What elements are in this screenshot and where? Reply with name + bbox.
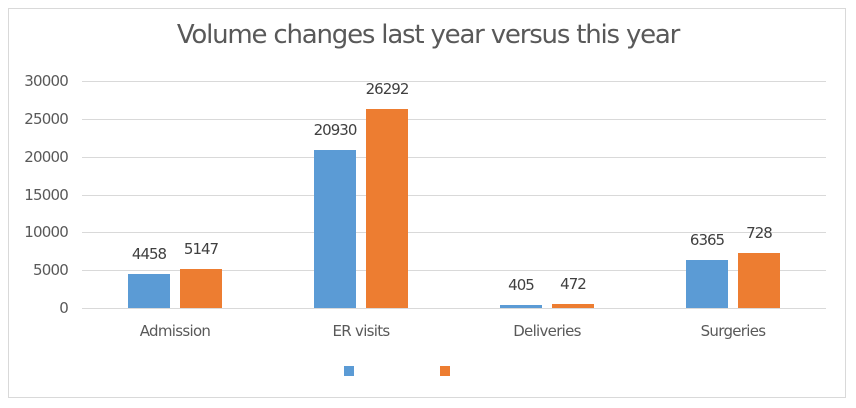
x-axis-category-label: Admission <box>139 322 211 340</box>
gridline <box>82 195 826 196</box>
y-axis-tick-label: 5000 <box>33 261 69 279</box>
x-axis-category-label: ER visits <box>332 322 390 340</box>
data-label: 20930 <box>313 120 358 139</box>
bar-series1-surgeries[interactable] <box>686 259 728 308</box>
gridline <box>82 270 826 271</box>
bar-series1-er-visits[interactable] <box>314 149 356 308</box>
data-label: 405 <box>508 275 535 294</box>
y-axis-tick-label: 25000 <box>24 110 69 128</box>
legend-swatch-series2[interactable] <box>440 366 450 376</box>
chart-frame <box>8 8 846 398</box>
chart-title: Volume changes last year versus this yea… <box>176 20 681 50</box>
x-axis-category-label: Deliveries <box>513 322 581 340</box>
bar-series2-er-visits[interactable] <box>366 109 408 308</box>
data-label: 6365 <box>689 230 725 249</box>
bar-series2-surgeries[interactable] <box>738 252 780 308</box>
gridline <box>82 157 826 158</box>
gridline <box>82 308 826 309</box>
bar-series2-deliveries[interactable] <box>552 304 594 308</box>
x-axis-category-label: Surgeries <box>700 322 766 340</box>
gridline <box>82 232 826 233</box>
bar-series2-admission[interactable] <box>180 269 222 308</box>
data-label: 5147 <box>183 240 219 259</box>
legend-swatch-series1[interactable] <box>344 366 354 376</box>
data-label: 472 <box>560 275 587 294</box>
data-label: 26292 <box>365 80 410 99</box>
bar-series1-admission[interactable] <box>128 274 170 308</box>
y-axis-tick-label: 10000 <box>24 223 69 241</box>
y-axis-tick-label: 30000 <box>24 72 69 90</box>
data-label: 728 <box>746 223 773 242</box>
gridline <box>82 119 826 120</box>
y-axis-tick-label: 0 <box>59 299 69 317</box>
data-label: 4458 <box>131 245 167 264</box>
y-axis-tick-label: 20000 <box>24 148 69 166</box>
bar-series1-deliveries[interactable] <box>500 304 542 308</box>
y-axis-tick-label: 15000 <box>24 186 69 204</box>
gridline <box>82 81 826 82</box>
